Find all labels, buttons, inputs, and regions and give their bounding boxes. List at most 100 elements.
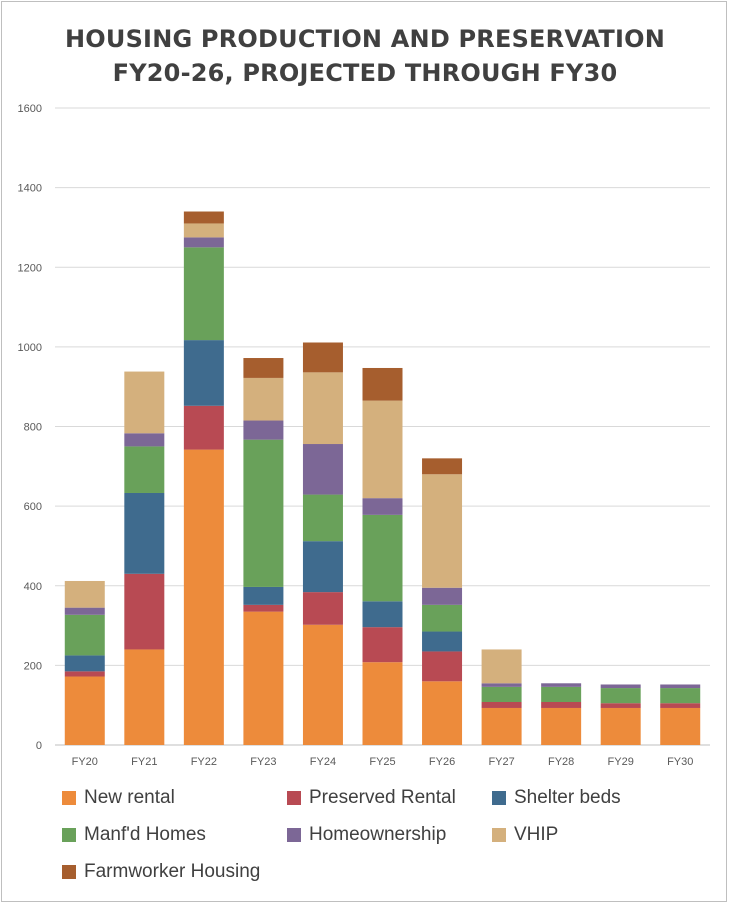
- legend-label: Manf'd Homes: [84, 824, 206, 845]
- bar-segment: [243, 604, 284, 612]
- bar-segment: [183, 223, 224, 238]
- bar-segment: [422, 631, 463, 652]
- legend-item: Farmworker Housing: [62, 858, 260, 886]
- legend-swatch: [287, 828, 301, 842]
- chart-title: HOUSING PRODUCTION AND PRESERVATION FY20…: [0, 22, 730, 90]
- y-tick-label: 1600: [18, 103, 42, 115]
- y-tick-label: 1200: [18, 262, 42, 274]
- legend-item: New rental: [62, 784, 175, 812]
- y-tick-label: 800: [24, 422, 42, 434]
- bar-segment: [422, 604, 463, 632]
- bar-segment: [183, 211, 224, 224]
- legend-item: Preserved Rental: [287, 784, 456, 812]
- x-tick-label: FY27: [488, 756, 514, 768]
- x-tick-label: FY28: [548, 756, 574, 768]
- legend-label: Farmworker Housing: [84, 861, 261, 882]
- bar-segment: [124, 433, 165, 447]
- bar-segment: [302, 541, 343, 593]
- bar-segment: [243, 358, 284, 378]
- bar-segment: [243, 439, 284, 587]
- bar-segment: [362, 498, 403, 515]
- legend-swatch: [287, 791, 301, 805]
- bar-segment: [124, 446, 165, 493]
- bar-segment: [64, 607, 105, 615]
- bar-segment: [302, 372, 343, 445]
- bar-segment: [481, 686, 522, 703]
- bar-segment: [660, 707, 701, 745]
- legend-label: Preserved Rental: [309, 787, 456, 808]
- x-tick-label: FY21: [131, 756, 157, 768]
- bar-segment: [64, 676, 105, 745]
- bar-segment: [362, 367, 403, 401]
- bar-segment: [481, 707, 522, 745]
- bar-segment: [243, 611, 284, 745]
- x-tick-label: FY20: [72, 756, 98, 768]
- bar-segment: [362, 627, 403, 663]
- bar-segment: [243, 377, 284, 421]
- bar-segment: [124, 573, 165, 650]
- bar-segment: [660, 684, 701, 689]
- legend-swatch: [492, 791, 506, 805]
- bar-segment: [362, 400, 403, 499]
- bar-segment: [183, 340, 224, 406]
- bar-segment: [541, 686, 582, 703]
- bar-segment: [243, 586, 284, 605]
- x-tick-label: FY30: [667, 756, 693, 768]
- bar-segment: [481, 702, 522, 708]
- x-tick-label: FY24: [310, 756, 336, 768]
- legend-swatch: [62, 791, 76, 805]
- bar-segment: [541, 707, 582, 745]
- bar-segment: [183, 237, 224, 248]
- bar-segment: [302, 444, 343, 495]
- bar-segment: [183, 247, 224, 341]
- bar-segment: [600, 684, 641, 689]
- bar-segment: [183, 405, 224, 450]
- bar-segment: [481, 683, 522, 687]
- bar-segment: [600, 688, 641, 704]
- bar-segment: [183, 449, 224, 745]
- legend-label: Homeownership: [309, 824, 447, 845]
- x-tick-label: FY25: [369, 756, 395, 768]
- legend-item: Homeownership: [287, 821, 446, 849]
- y-tick-label: 200: [24, 660, 42, 672]
- bar-segment: [422, 474, 463, 588]
- legend-item: Manf'd Homes: [62, 821, 206, 849]
- bar-segment: [422, 458, 463, 475]
- x-tick-label: FY22: [191, 756, 217, 768]
- legend-item: Shelter beds: [492, 784, 621, 812]
- bar-segment: [124, 649, 165, 745]
- legend-swatch: [62, 865, 76, 879]
- bar-segment: [422, 651, 463, 682]
- y-tick-label: 1000: [18, 342, 42, 354]
- legend-swatch: [62, 828, 76, 842]
- bar-segment: [302, 592, 343, 625]
- chart-title-line-2: FY20-26, PROJECTED THROUGH FY30: [112, 59, 618, 87]
- bar-segment: [362, 514, 403, 602]
- bar-segment: [422, 587, 463, 605]
- x-tick-label: FY29: [608, 756, 634, 768]
- bar-segment: [422, 681, 463, 745]
- bar-segment: [302, 624, 343, 745]
- bar-segment: [243, 420, 284, 440]
- legend-label: Shelter beds: [514, 787, 621, 808]
- bar-segment: [302, 342, 343, 373]
- bar-segment: [302, 494, 343, 542]
- legend-label: VHIP: [514, 824, 559, 845]
- bar-segment: [660, 688, 701, 704]
- x-tick-label: FY26: [429, 756, 455, 768]
- y-tick-label: 600: [24, 501, 42, 513]
- bar-segment: [362, 662, 403, 745]
- bar-segment: [362, 601, 403, 628]
- bar-segment: [124, 371, 165, 434]
- legend-label: New rental: [84, 787, 175, 808]
- bar-segment: [660, 703, 701, 708]
- y-tick-label: 1400: [18, 183, 42, 195]
- bar-segment: [64, 614, 105, 656]
- y-tick-label: 0: [36, 740, 42, 752]
- bar-segment: [124, 492, 165, 574]
- bar-segment: [64, 671, 105, 677]
- bar-segment: [541, 702, 582, 708]
- legend-item: VHIP: [492, 821, 558, 849]
- bar-segment: [481, 649, 522, 684]
